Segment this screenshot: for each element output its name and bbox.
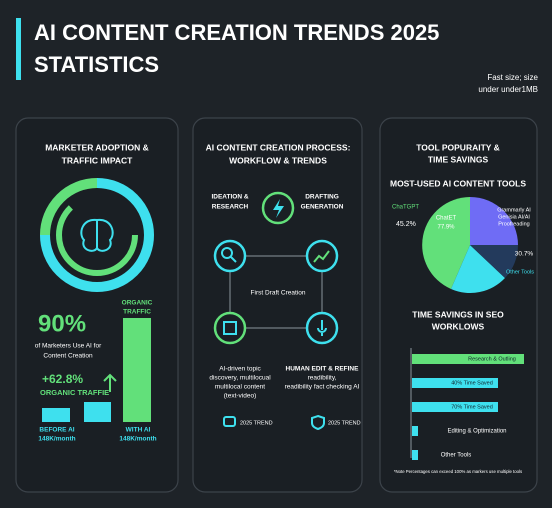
bar: [123, 318, 151, 422]
bar: [42, 408, 70, 422]
panel: [192, 117, 363, 493]
step-text: readibility,: [308, 375, 337, 382]
stat-label: of Marketers Use AI for: [35, 343, 102, 350]
axis-label: 148K/month: [119, 436, 156, 443]
icon: [311, 414, 325, 431]
panel-title: MARKETER ADOPTION &: [45, 142, 149, 152]
stat: 90%: [38, 310, 86, 337]
bar: [412, 450, 418, 460]
step-text: readibility fact checking AI: [285, 384, 360, 391]
axis-label: WITH AI: [126, 427, 151, 434]
pie-slice: [470, 197, 518, 245]
pie-label: Grammarly AI: [497, 207, 531, 213]
step-label: First Draft Creation: [251, 290, 306, 297]
bar: [412, 354, 524, 364]
trend-label: 2025 TREND: [240, 420, 273, 426]
footnote: *Note Percentages can exceed 100% as mar…: [394, 469, 522, 474]
icon: [317, 320, 327, 336]
pie-label: Genisia AI/AI: [498, 214, 530, 220]
pie-label: ChaTGPT: [392, 205, 419, 211]
pie-label: 77.9%: [437, 225, 455, 231]
title: STATISTICS: [34, 52, 159, 77]
bar-label: Other Tools: [441, 453, 472, 459]
pie-slice: [451, 245, 505, 293]
step-text: (text-video): [224, 393, 257, 400]
axis-label: BEFORE AI: [39, 427, 74, 434]
pie-label: 30.7%: [515, 251, 534, 258]
ring-inner: [56, 194, 138, 276]
step-label: GENERATION: [301, 204, 344, 211]
icon: [223, 416, 236, 427]
bar-label: 70% Time Saved: [451, 404, 493, 410]
node: [305, 239, 339, 273]
pie-label: ChatET: [436, 216, 457, 222]
node: [213, 311, 247, 345]
icon: [273, 199, 284, 218]
step-label: IDEATION &: [211, 194, 248, 201]
note: under under1MB: [478, 85, 538, 94]
pie-slice: [470, 245, 519, 278]
step-text: discovery, multilocual: [209, 375, 271, 382]
pie-label: Proofreading: [498, 221, 530, 227]
panel-title: TRAFFIC IMPACT: [62, 155, 133, 165]
bar: [84, 402, 111, 422]
pie-title: MOST-USED AI CONTENT TOOLS: [390, 178, 526, 188]
stat-label: Content Creation: [43, 353, 93, 360]
step-text: HUMAN EDIT & REFINE: [286, 366, 360, 373]
panel: [379, 117, 538, 493]
panel-title: TOOL POPURAITY &: [416, 142, 500, 152]
arrow: [103, 373, 117, 392]
accent-bar: [16, 18, 21, 80]
panel-title: TIME SAVINGS: [428, 154, 489, 164]
pie-label: 45.2%: [396, 221, 416, 228]
title: AI CONTENT CREATION TRENDS 2025: [34, 20, 439, 45]
icon: [223, 321, 237, 335]
bar-label: 40% Time Saved: [451, 380, 493, 386]
bar: [412, 402, 498, 412]
bar: [412, 426, 418, 436]
bar: [412, 378, 498, 388]
growth-label: ORGANIC TRAFFIE: [40, 388, 109, 397]
note: Fast size; size: [487, 73, 538, 82]
icon: [221, 247, 237, 263]
panel-title: WORKFLOW & TRENDS: [229, 155, 327, 165]
trend-label: 2025 TREND: [328, 420, 361, 426]
bar-label: TRAFFIC: [123, 309, 151, 316]
connector: [229, 255, 323, 329]
icon: [313, 250, 330, 263]
panel-title: AI CONTENT CREATION PROCESS:: [206, 142, 351, 152]
pie-label: Other Tools: [506, 269, 534, 275]
bar-label: ORGANIC: [122, 300, 153, 307]
bar-label: Editing & Optimization: [447, 429, 506, 435]
step-text: multilocal content: [215, 384, 265, 391]
section-title: WORKLOWS: [432, 321, 485, 331]
axis-label: 148K/month: [38, 436, 75, 443]
step-text: AI-driven topic: [219, 366, 261, 373]
step-label: DRAFTING: [305, 194, 339, 201]
brain-icon: [80, 218, 114, 252]
section-title: TIME SAVINGS IN SEO: [412, 309, 504, 319]
step-label: RESEARCH: [212, 204, 249, 211]
growth: +62.8%: [42, 372, 83, 386]
pie-slice: [422, 197, 470, 289]
bar-label: Research & Outling: [468, 356, 516, 362]
ring: [40, 178, 154, 292]
ring: [40, 178, 98, 236]
